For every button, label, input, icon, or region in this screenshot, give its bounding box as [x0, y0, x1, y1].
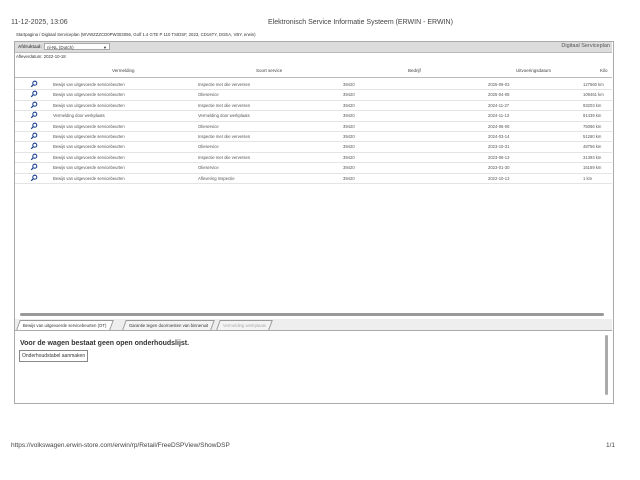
cell-soort-service: Olieservice [198, 165, 219, 171]
magnifier-icon[interactable] [30, 142, 38, 150]
cell-soort-service: Olieservice [198, 123, 219, 129]
cell-soort-service: Olieservice [198, 144, 219, 150]
magnifier-icon[interactable] [30, 90, 38, 98]
cell-bedrijf: 39420 [343, 102, 355, 108]
cell-kilometer: 91439 km [583, 113, 602, 119]
cell-soort-service: Inspectie met olie verversen [198, 82, 251, 87]
tab-workshop-note[interactable]: Vermelding werkplaats [216, 320, 274, 330]
cell-soort-service: Inspectie met olie verversen [198, 102, 251, 108]
cell-kilometer: 31393 km [583, 154, 602, 160]
cell-vermelding: Bewijs van uitgevoerde servicebeurten [53, 102, 125, 108]
magnifier-icon[interactable] [30, 80, 38, 88]
cell-vermelding: Bewijs van uitgevoerde servicebeurten [53, 82, 125, 87]
no-maintenance-message: Voor de wagen bestaat geen open onderhou… [20, 340, 190, 347]
chevron-down-icon: ▼ [103, 45, 107, 50]
tab-corrosion-warranty[interactable]: Garantie tegen doorroesten van binnenuit [122, 320, 216, 330]
cell-vermelding: Bewijs van uitgevoerde servicebeurten [53, 123, 125, 129]
cell-bedrijf: 39420 [343, 175, 355, 181]
cell-bedrijf: 39420 [343, 92, 355, 98]
toolbar [15, 42, 612, 53]
cell-datum: 2024-11-27 [488, 102, 510, 108]
delivery-date: Afleverdatum: 2022-10-18 [16, 54, 66, 59]
cell-soort-service: Vermelding door werkplaats [198, 113, 250, 119]
cell-datum: 2025-09-03 [488, 82, 510, 87]
print-language-select[interactable]: nl-NL (Dutch) ▼ [44, 43, 110, 50]
table-row[interactable]: Bewijs van uitgevoerde servicebeurten Af… [15, 173, 612, 184]
cell-vermelding: Bewijs van uitgevoerde servicebeurten [53, 165, 125, 171]
cell-kilometer: 1 km [583, 175, 593, 181]
cell-bedrijf: 39420 [343, 113, 355, 119]
cell-datum: 2025-04-08 [488, 92, 510, 98]
cell-bedrijf: 39420 [343, 134, 355, 139]
table-row[interactable]: Bewijs van uitgevoerde servicebeurten Ol… [15, 141, 612, 153]
create-maintenance-table-button[interactable]: Onderhoudstabel aanmaken [19, 350, 89, 362]
cell-datum: 2024-11-13 [488, 113, 510, 119]
magnifier-icon[interactable] [30, 153, 38, 161]
cell-kilometer: 48756 km [583, 144, 602, 150]
selected-language: nl-NL (Dutch) [47, 45, 74, 50]
cell-vermelding: Vermelding door werkplaats [53, 113, 105, 119]
cell-bedrijf: 39420 [343, 144, 355, 150]
cell-vermelding: Bewijs van uitgevoerde servicebeurten [53, 134, 125, 139]
cell-kilometer: 127660 km [583, 82, 604, 87]
service-plan-frame [14, 41, 614, 404]
cell-bedrijf: 39420 [343, 82, 355, 87]
cell-kilometer: 15169 km [583, 165, 602, 171]
cell-kilometer: 51260 km [583, 134, 602, 139]
cell-kilometer: 75066 km [583, 123, 602, 129]
cell-soort-service: Aflevering Inspectie [198, 175, 235, 181]
magnifier-icon[interactable] [30, 132, 38, 140]
cell-bedrijf: 39420 [343, 154, 355, 160]
cell-vermelding: Bewijs van uitgevoerde servicebeurten [53, 92, 125, 98]
cell-datum: 2023-01-30 [488, 165, 510, 171]
vertical-scrollbar[interactable] [605, 335, 608, 395]
column-header-bedrijf[interactable]: Bedrijf [408, 68, 421, 73]
page-number: 1/1 [606, 442, 616, 449]
magnifier-icon[interactable] [30, 174, 38, 182]
tab-service-proof[interactable]: Bewijs van uitgevoerde servicebeurten (O… [16, 320, 114, 330]
cell-datum: 2024-03-14 [488, 134, 510, 139]
horizontal-scrollbar[interactable] [20, 313, 604, 316]
print-language-label: Afdruktaal: [18, 44, 42, 49]
table-row[interactable]: Bewijs van uitgevoerde servicebeurten In… [15, 79, 612, 91]
cell-datum: 2023-06-13 [488, 154, 510, 160]
cell-kilometer: 93203 km [583, 102, 602, 108]
print-timestamp: 11-12-2025, 13:06 [11, 19, 68, 26]
header-divider [15, 77, 612, 78]
cell-vermelding: Bewijs van uitgevoerde servicebeurten [53, 144, 125, 150]
cell-soort-service: Olieservice [198, 92, 219, 98]
page-url: https://volkswagen.erwin-store.com/erwin… [11, 442, 230, 449]
column-header-soort-service[interactable]: Soort service [256, 68, 283, 73]
section-title: Digitaal Serviceplan [561, 43, 610, 49]
cell-soort-service: Inspectie met olie verversen [198, 134, 251, 139]
table-row[interactable]: Bewijs van uitgevoerde servicebeurten Ol… [15, 121, 612, 132]
page-title: Elektronisch Service Informatie Systeem … [268, 19, 453, 26]
table-row[interactable]: Bewijs van uitgevoerde servicebeurten Ol… [15, 89, 612, 101]
magnifier-icon[interactable] [30, 111, 38, 119]
magnifier-icon[interactable] [30, 101, 38, 109]
table-row[interactable]: Vermelding door werkplaats Vermelding do… [15, 110, 612, 122]
table-row[interactable]: Bewijs van uitgevoerde servicebeurten Ol… [15, 162, 612, 174]
breadcrumb[interactable]: Startpagina / Digitaal Serviceplan (WVWZ… [16, 32, 256, 37]
cell-datum: 2022-10-13 [488, 175, 510, 181]
cell-kilometer: 109461 km [583, 92, 604, 98]
cell-vermelding: Bewijs van uitgevoerde servicebeurten [53, 175, 125, 181]
column-header-datum[interactable]: Uitvoeringsdatum [516, 68, 552, 73]
magnifier-icon[interactable] [30, 122, 38, 130]
cell-soort-service: Inspectie met olie verversen [198, 154, 251, 160]
cell-bedrijf: 39420 [343, 165, 355, 171]
table-row[interactable]: Bewijs van uitgevoerde servicebeurten In… [15, 152, 612, 164]
column-header-vermelding[interactable]: Vermelding [112, 68, 135, 73]
table-row[interactable]: Bewijs van uitgevoerde servicebeurten In… [15, 100, 612, 112]
cell-vermelding: Bewijs van uitgevoerde servicebeurten [53, 154, 125, 160]
magnifier-icon[interactable] [30, 163, 38, 171]
cell-datum: 2023-10-31 [488, 144, 510, 150]
cell-datum: 2024-06-06 [488, 123, 510, 129]
cell-bedrijf: 39420 [343, 123, 355, 129]
column-header-kilometer[interactable]: Kilo [600, 68, 608, 73]
table-row[interactable]: Bewijs van uitgevoerde servicebeurten In… [15, 131, 612, 143]
